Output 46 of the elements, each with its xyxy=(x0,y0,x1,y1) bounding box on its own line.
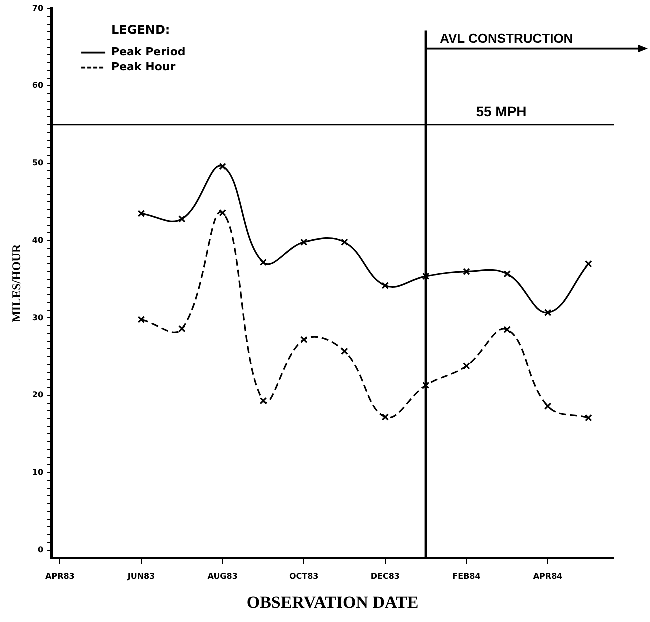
point xyxy=(463,362,470,370)
x-axis-title: OBSERVATION DATE xyxy=(246,593,419,612)
y-tick-label: 20 xyxy=(32,390,44,400)
point xyxy=(422,382,430,390)
point xyxy=(544,402,552,410)
x-tick-label: DEC83 xyxy=(370,572,400,581)
point xyxy=(382,282,390,290)
point xyxy=(585,414,592,422)
point xyxy=(504,270,511,278)
legend-label: Peak Hour xyxy=(112,60,176,74)
x-tick-label: JUN83 xyxy=(126,572,156,581)
legend-title: LEGEND: xyxy=(112,22,170,37)
point xyxy=(544,309,552,316)
point xyxy=(178,216,186,223)
point xyxy=(138,316,146,324)
point xyxy=(504,326,511,334)
point xyxy=(341,348,348,356)
point xyxy=(219,209,226,217)
y-tick-label: 70 xyxy=(32,4,44,13)
point xyxy=(585,260,592,268)
y-tick-label: 10 xyxy=(32,468,44,477)
point xyxy=(382,414,390,421)
x-tick-label: OCT83 xyxy=(289,572,319,581)
point xyxy=(178,325,186,333)
x-tick-label: FEB84 xyxy=(452,572,482,581)
y-tick-label: 30 xyxy=(32,313,44,322)
point xyxy=(260,397,268,405)
y-tick-label: 60 xyxy=(32,81,44,90)
y-axis-title: MILES/HOUR xyxy=(9,244,24,322)
x-tick-label: AUG83 xyxy=(208,572,238,581)
point xyxy=(138,210,146,218)
point xyxy=(300,238,308,246)
ref-line-label: 55 MPH xyxy=(476,104,527,120)
point xyxy=(260,258,268,266)
y-tick-label: 40 xyxy=(32,236,44,245)
legend-label: Peak Period xyxy=(112,46,186,59)
point xyxy=(422,272,430,280)
point xyxy=(300,336,308,344)
x-tick-label: APR83 xyxy=(46,572,75,581)
x-tick-label: APR84 xyxy=(533,572,564,581)
point xyxy=(463,268,470,276)
point xyxy=(219,162,226,170)
y-tick-label: 50 xyxy=(32,158,44,168)
y-tick-label: 0 xyxy=(38,545,44,554)
point xyxy=(341,238,348,246)
ref-line-label: AVL CONSTRUCTION xyxy=(440,30,574,46)
